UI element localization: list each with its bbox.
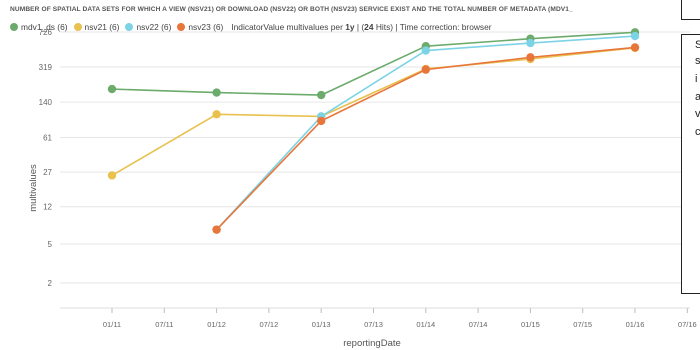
x-tick-label: 01/13 [312,320,331,329]
x-tick-label: 01/12 [207,320,226,329]
data-point-nsv23[interactable] [212,225,221,234]
legend-item-nsv23[interactable]: nsv23 (6) [177,22,223,32]
y-axis-label: multivalues [28,164,39,212]
y-tick-label: 2 [48,279,53,288]
info-suffix: Hits) | Time correction: browser [375,22,492,32]
series-line-mdv1-ds [111,31,636,96]
data-point-nsv22[interactable] [526,38,535,48]
x-tick-label: 01/14 [416,320,435,329]
data-point-nsv21[interactable] [212,110,221,119]
data-point-mdv1-ds[interactable] [107,84,117,94]
data-point-nsv21[interactable] [107,171,117,180]
legend-dot-icon [177,23,186,31]
data-point-mdv1-ds[interactable] [317,90,326,100]
x-axis-label: reportingDate [343,338,401,349]
side-panel-char: S [695,39,700,51]
info-hits: 24 [364,22,374,32]
data-point-nsv23[interactable] [630,43,640,52]
data-point-nsv22[interactable] [421,46,430,55]
data-point-mdv1-ds[interactable] [212,88,221,97]
side-panel-char: a [695,91,700,103]
legend-dot-icon [73,23,82,31]
legend-label: nsv21 (6) [84,22,120,32]
x-tick-label: 07/11 [155,320,173,329]
x-tick-label: 07/14 [469,320,488,329]
info-prefix: IndicatorValue multivalues per [231,22,343,32]
legend: mdv1_ds (6) nsv21 (6) nsv22 (6) nsv23 (6… [10,20,492,34]
y-tick-label: 27 [43,168,52,177]
info-mid: | ( [356,22,365,32]
legend-dot-icon [125,23,134,31]
side-panel-char: s [695,55,700,67]
side-panel-char: i [695,73,698,85]
legend-info: IndicatorValue multivalues per 1y | (24 … [231,22,491,32]
side-panel-top [681,0,700,20]
x-tick-label: 07/13 [364,320,383,329]
side-panel-char: v [695,108,700,120]
y-tick-label: 12 [43,203,52,212]
side-panel-char: c [695,126,700,138]
side-panel: S s i a v c [681,34,700,294]
info-period: 1y [345,22,355,32]
legend-label: nsv23 (6) [188,22,224,32]
legend-dot-icon [10,23,18,31]
data-point-nsv23[interactable] [526,53,535,62]
x-tick-label: 07/15 [573,320,592,329]
y-tick-label: 319 [39,63,53,72]
x-tick-label: 07/16 [678,320,697,329]
data-point-nsv23[interactable] [421,65,430,74]
x-tick-label: 01/15 [521,320,540,329]
series-line-nsv23 [216,46,636,231]
chart-title: NUMBER OF SPATIAL DATA SETS FOR WHICH A … [10,6,573,13]
data-point-nsv22[interactable] [630,31,640,41]
legend-item-mdv1-ds[interactable]: mdv1_ds (6) [10,22,68,32]
x-tick-label: 07/12 [260,320,279,329]
legend-item-nsv21[interactable]: nsv21 (6) [73,22,120,32]
legend-item-nsv22[interactable]: nsv22 (6) [125,22,171,32]
y-tick-label: 140 [39,98,53,107]
y-tick-label: 61 [43,133,52,142]
legend-label: nsv22 (6) [136,22,172,32]
x-tick-label: 01/11 [103,320,121,329]
x-tick-label: 01/16 [626,320,645,329]
y-tick-label: 726 [39,28,53,37]
y-tick-label: 5 [48,240,53,249]
data-point-nsv23[interactable] [317,116,326,126]
series-line-nsv21 [111,47,636,177]
legend-label: mdv1_ds (6) [21,22,68,32]
